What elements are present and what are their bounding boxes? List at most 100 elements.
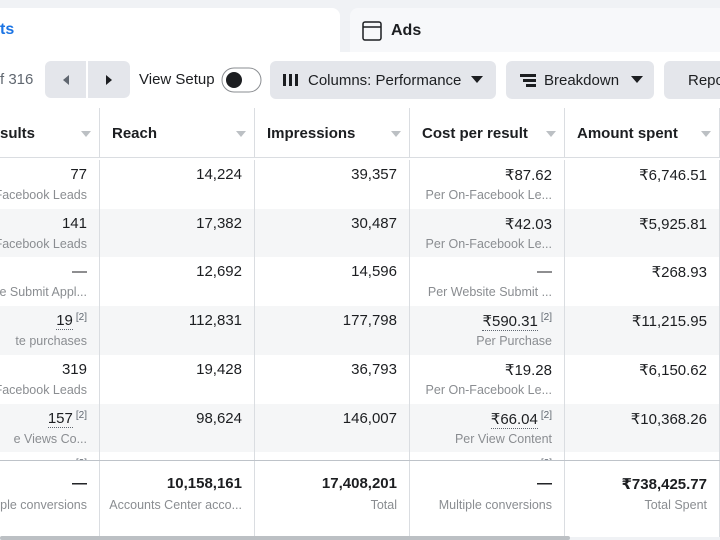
tab-label: ts: [0, 21, 15, 38]
column-header[interactable]: Amount spent: [565, 108, 720, 158]
cell-value: 753,827: [343, 458, 397, 460]
prev-icon: [62, 74, 69, 85]
prev-button[interactable]: [45, 61, 86, 98]
value-text: ₹66.04: [490, 410, 538, 429]
breakdown-label: Breakdown: [544, 71, 620, 89]
sort-icon: [81, 131, 91, 137]
table-body: 77 Facebook Leads 14,224 39,357 ₹87.62 Per On…: [0, 158, 720, 460]
table-row[interactable]: 319 Facebook Leads 19,428 36,793 ₹19.28 Per O…: [0, 354, 720, 404]
cell-value: ₹19.28: [505, 361, 552, 379]
table-cell: 19,428: [100, 354, 255, 404]
value-text: 157: [47, 409, 73, 428]
value-text: 753,827: [343, 458, 397, 460]
breakdown-icon: [520, 74, 536, 87]
table-footer: — tiple conversions 10,158,161 Accounts Cen…: [0, 460, 720, 537]
breakdown-button[interactable]: Breakdown: [506, 61, 654, 99]
reference: [2]: [540, 409, 552, 421]
column-header[interactable]: Cost per result: [410, 108, 565, 158]
table-cell: ₹6,746.51: [565, 160, 720, 209]
cell-value: 10,158,161: [167, 475, 242, 492]
cell-value: 77: [70, 166, 87, 183]
cell-subtext: Per View Content: [454, 431, 552, 446]
cell-subtext: Per On-Facebook Le...: [425, 382, 552, 397]
cell-subtext: Per Purchase: [476, 334, 552, 349]
table-cell: ₹66.04 [2] Per View Content: [410, 403, 565, 453]
cell-value: ₹87.62: [505, 166, 552, 184]
cell-subtext: Multiple conversions: [438, 498, 552, 512]
columns-icon: [283, 74, 298, 86]
table-cell: ₹268.93: [565, 257, 720, 307]
reference: [2]: [75, 409, 87, 421]
table-cell: 98,624: [100, 403, 255, 453]
columns-label: Columns: Performance: [308, 71, 462, 89]
column-header[interactable]: sults: [0, 108, 100, 158]
value-text: 12,692: [196, 263, 242, 281]
cell-value: —: [537, 263, 552, 280]
column-header[interactable]: Impressions: [255, 108, 410, 158]
table-row[interactable]: 19 [2] te purchases 112,831 177,798 ₹590.31 [2…: [0, 306, 720, 356]
value-text: 319: [61, 360, 87, 378]
cell-value: ₹590.31 [2]: [482, 312, 552, 332]
reports-button[interactable]: Repo: [664, 61, 720, 99]
value-text: 14,596: [351, 263, 397, 281]
cell-subtext: Facebook Leads: [0, 236, 87, 251]
table-cell: 17,382: [100, 208, 255, 258]
table-cell: 141 Facebook Leads: [0, 208, 100, 258]
value-text: ₹42.03: [504, 215, 552, 233]
tab-icon: [362, 21, 382, 41]
column-header[interactable]: Reach: [100, 108, 255, 158]
sort-icon: [701, 131, 711, 137]
table-cell: ₹6,150.62: [565, 354, 720, 404]
cell-value: 30,487: [351, 215, 397, 232]
footer-cell: 17,408,201 Total: [255, 461, 410, 537]
table-cell: ₹87.62 Per On-Facebook Le...: [410, 160, 565, 209]
value-text: 17,408,201: [321, 475, 397, 492]
table-cell: 19 [2] te purchases: [0, 306, 100, 356]
value-text: 146,007: [342, 409, 397, 427]
next-button[interactable]: [88, 61, 130, 98]
value-text: ₹10,368.26: [630, 410, 707, 428]
table-cell: 753,827: [255, 452, 410, 460]
value-text: 19,428: [196, 360, 242, 378]
tab-label: Ads: [391, 22, 422, 39]
view-setup-label: View Setup: [139, 71, 215, 88]
tab-active[interactable]: ts: [0, 8, 340, 56]
table-cell: 112,831: [100, 306, 255, 356]
reports-label: Repo: [688, 71, 720, 89]
table-cell: 198,943: [100, 452, 255, 460]
cell-value: —: [537, 475, 552, 492]
value-text: —: [537, 475, 552, 492]
value-text: 98,624: [196, 409, 242, 427]
value-text: ₹738,425.77: [621, 476, 707, 493]
table-row[interactable]: — e Submit Appl... 12,692 14,596 — Per Websit…: [0, 257, 720, 307]
value-text: ₹2.15: [499, 459, 538, 460]
table-cell: ₹42.03 Per On-Facebook Le...: [410, 208, 565, 258]
cell-value: ₹2.15[2]: [499, 458, 552, 460]
table-row[interactable]: 157 [2] e Views Co... 98,624 146,007 ₹66.04 [2…: [0, 403, 720, 453]
table-row[interactable]: 77 Facebook Leads 14,224 39,357 ₹87.62 Per On…: [0, 160, 720, 209]
tab[interactable]: Ads: [350, 8, 720, 52]
table-cell: ₹2.15[2]: [410, 452, 565, 460]
header-label: sults: [0, 125, 36, 142]
table-row[interactable]: 141 Facebook Leads 17,382 30,487 ₹42.03 Per O…: [0, 208, 720, 258]
table-cell: 36,793: [255, 354, 410, 404]
cell-subtext: Per On-Facebook Le...: [425, 188, 552, 202]
value-text: 141: [61, 214, 87, 232]
value-text: ₹268.93: [651, 264, 707, 282]
dropdown-icon: [471, 76, 484, 83]
cell-value: ₹6,150.62: [639, 361, 707, 379]
sort-icon: [236, 131, 246, 137]
reference: [2]: [541, 458, 552, 460]
reference: [2]: [540, 312, 552, 324]
table-cell: ₹590.31 [2] Per Purchase: [410, 306, 565, 356]
table-cell: 30,487: [255, 208, 410, 258]
table-cell: 14,596: [255, 257, 410, 307]
header-label: Reach: [112, 125, 158, 142]
columns-button[interactable]: Columns: Performance: [270, 61, 496, 99]
scrollbar: [0, 536, 570, 540]
reference: [2]: [75, 312, 87, 324]
cell-value: 17,382: [196, 215, 242, 232]
table-row[interactable]: 2,744[2]198,943753,827₹2.15[2]₹5,896.29: [0, 452, 720, 460]
toggle[interactable]: [221, 67, 262, 93]
